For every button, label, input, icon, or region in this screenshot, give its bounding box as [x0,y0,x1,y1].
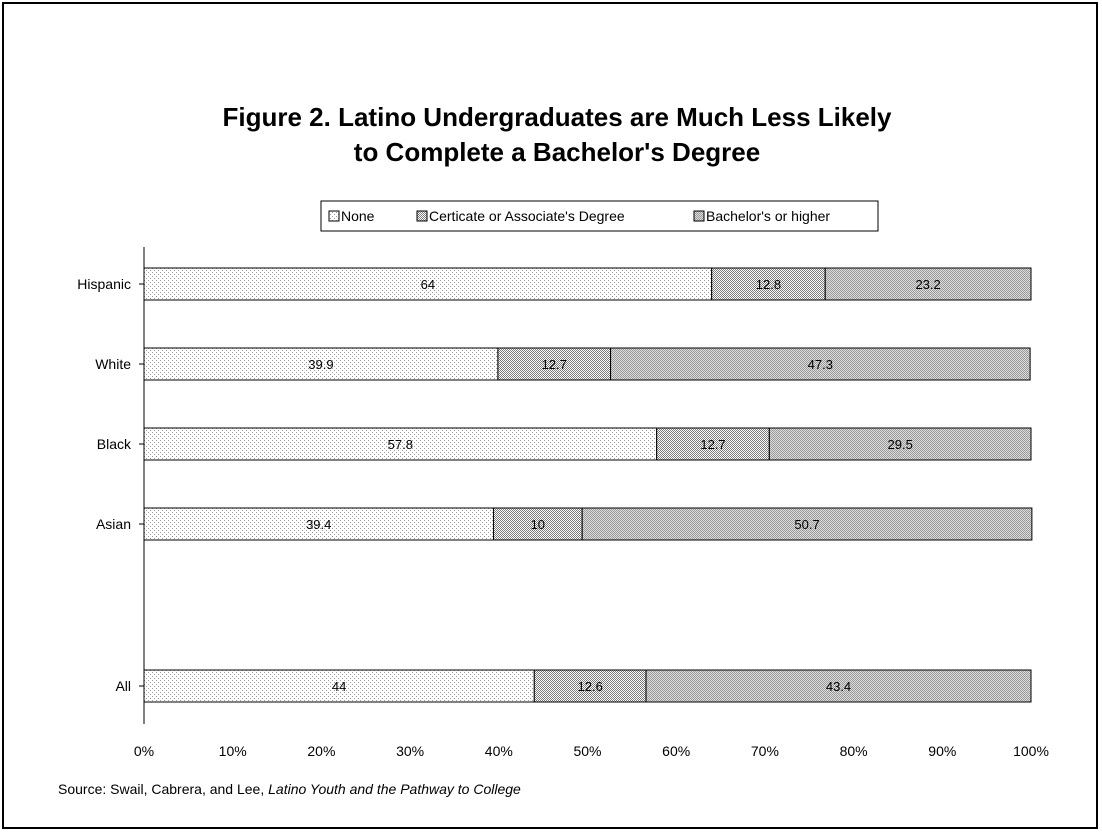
chart-title-line-1: Figure 2. Latino Undergraduates are Much… [223,102,892,132]
category-label-all: All [115,678,131,694]
legend-label-none: None [341,208,375,224]
bar-white-cert [497,347,612,381]
legend-swatch-none [328,210,340,222]
x-tick-label-30: 30% [396,743,424,759]
category-label-black: Black [97,436,132,452]
bar-hispanic-none [143,267,713,301]
data-label-all-bach: 43.4 [826,679,851,694]
chart-title-line-2: to Complete a Bachelor's Degree [354,137,760,167]
category-label-asian: Asian [96,516,131,532]
data-label-white-none: 39.9 [308,357,333,372]
x-tick-label-60: 60% [662,743,690,759]
data-label-all-none: 44 [332,679,346,694]
legend: None Certicate or Associate's Degree Bac… [320,200,879,232]
bar-hispanic-cert [711,267,826,301]
bar-black-cert [656,427,770,461]
x-tick-label-90: 90% [928,743,956,759]
data-label-asian-bach: 50.7 [794,517,819,532]
source-note: Source: Swail, Cabrera, and Lee, Latino … [58,781,521,797]
bar-all-none [143,669,535,703]
data-label-black-bach: 29.5 [888,437,913,452]
legend-swatch-bach [693,210,705,222]
data-label-asian-cert: 10 [531,517,545,532]
x-tick-label-50: 50% [573,743,601,759]
data-label-asian-none: 39.4 [306,517,331,532]
x-tick-label-100: 100% [1013,743,1049,759]
x-tick-label-0: 0% [134,743,154,759]
data-label-black-none: 57.8 [388,437,413,452]
bar-asian-bach [581,507,1033,541]
category-label-white: White [95,356,131,372]
x-tick-label-20: 20% [307,743,335,759]
category-label-hispanic: Hispanic [77,276,131,292]
data-label-hispanic-cert: 12.8 [756,277,781,292]
x-tick-label-10: 10% [219,743,247,759]
x-tick-label-70: 70% [751,743,779,759]
data-label-hispanic-bach: 23.2 [915,277,940,292]
bar-white-none [143,347,499,381]
data-label-black-cert: 12.7 [700,437,725,452]
data-label-white-bach: 47.3 [808,357,833,372]
legend-label-bach: Bachelor's or higher [706,208,830,224]
bar-asian-none [143,507,494,541]
data-label-white-cert: 12.7 [542,357,567,372]
plot-area: Hispanic 64 12.8 23.2 White 39.9 12.7 47.3 Black… [77,247,1049,759]
bar-hispanic-bach [824,267,1032,301]
legend-box [320,200,879,232]
x-tick-label-40: 40% [485,743,513,759]
source-prefix: Source: Swail, Cabrera, and Lee, [58,781,268,797]
data-label-all-cert: 12.6 [578,679,603,694]
legend-label-cert: Certicate or Associate's Degree [429,208,625,224]
x-tick-label-80: 80% [840,743,868,759]
bar-black-bach [768,427,1032,461]
source-title: Latino Youth and the Pathway to College [268,781,521,797]
bar-white-bach [610,347,1031,381]
legend-swatch-cert [416,210,428,222]
bar-all-bach [645,669,1032,703]
chart-svg: Figure 2. Latino Undergraduates are Much… [58,102,1049,797]
data-label-hispanic-none: 64 [421,277,435,292]
